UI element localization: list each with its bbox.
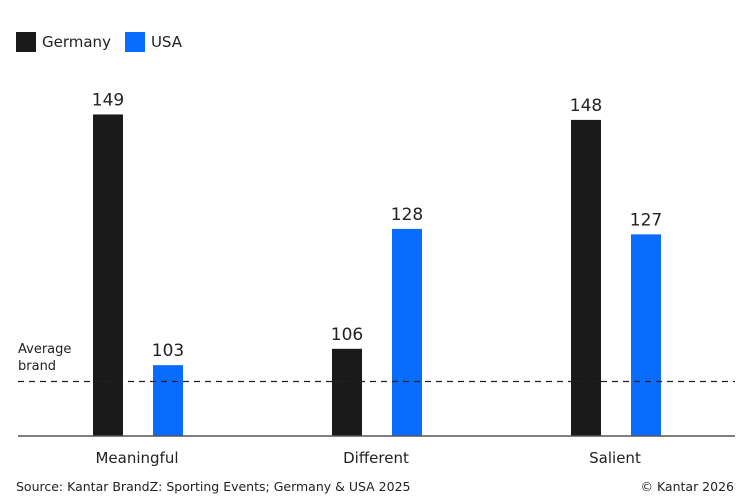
legend-swatch-usa	[124, 32, 145, 52]
legend-item-germany: Germany	[16, 32, 111, 52]
legend-label-usa: USA	[150, 33, 182, 51]
data-label-germany-different: 106	[331, 325, 363, 345]
data-label-usa-different: 128	[391, 205, 423, 225]
legend-label-germany: Germany	[42, 33, 111, 51]
data-label-germany-meaningful: 149	[92, 90, 124, 110]
category-label-different: Different	[343, 449, 409, 467]
source-note: Source: Kantar BrandZ: Sporting Events; …	[16, 479, 411, 494]
bar-usa-different	[392, 228, 422, 436]
legend-swatch-germany	[16, 32, 36, 52]
legend: Germany USA	[16, 32, 196, 52]
category-label-meaningful: Meaningful	[95, 449, 178, 467]
data-label-germany-salient: 148	[570, 96, 602, 116]
bar-germany-meaningful	[93, 114, 123, 436]
bar-germany-different	[332, 348, 362, 436]
data-label-usa-salient: 127	[630, 210, 662, 230]
bar-usa-salient	[631, 234, 661, 436]
bar-usa-meaningful	[153, 365, 183, 436]
reference-label-line1: Average	[18, 342, 71, 357]
data-label-usa-meaningful: 103	[152, 341, 184, 361]
category-label-salient: Salient	[589, 449, 641, 467]
bar-germany-salient	[571, 119, 601, 437]
reference-label-line2: brand	[18, 359, 56, 374]
copyright: © Kantar 2026	[640, 479, 734, 494]
legend-item-usa: USA	[124, 32, 182, 52]
